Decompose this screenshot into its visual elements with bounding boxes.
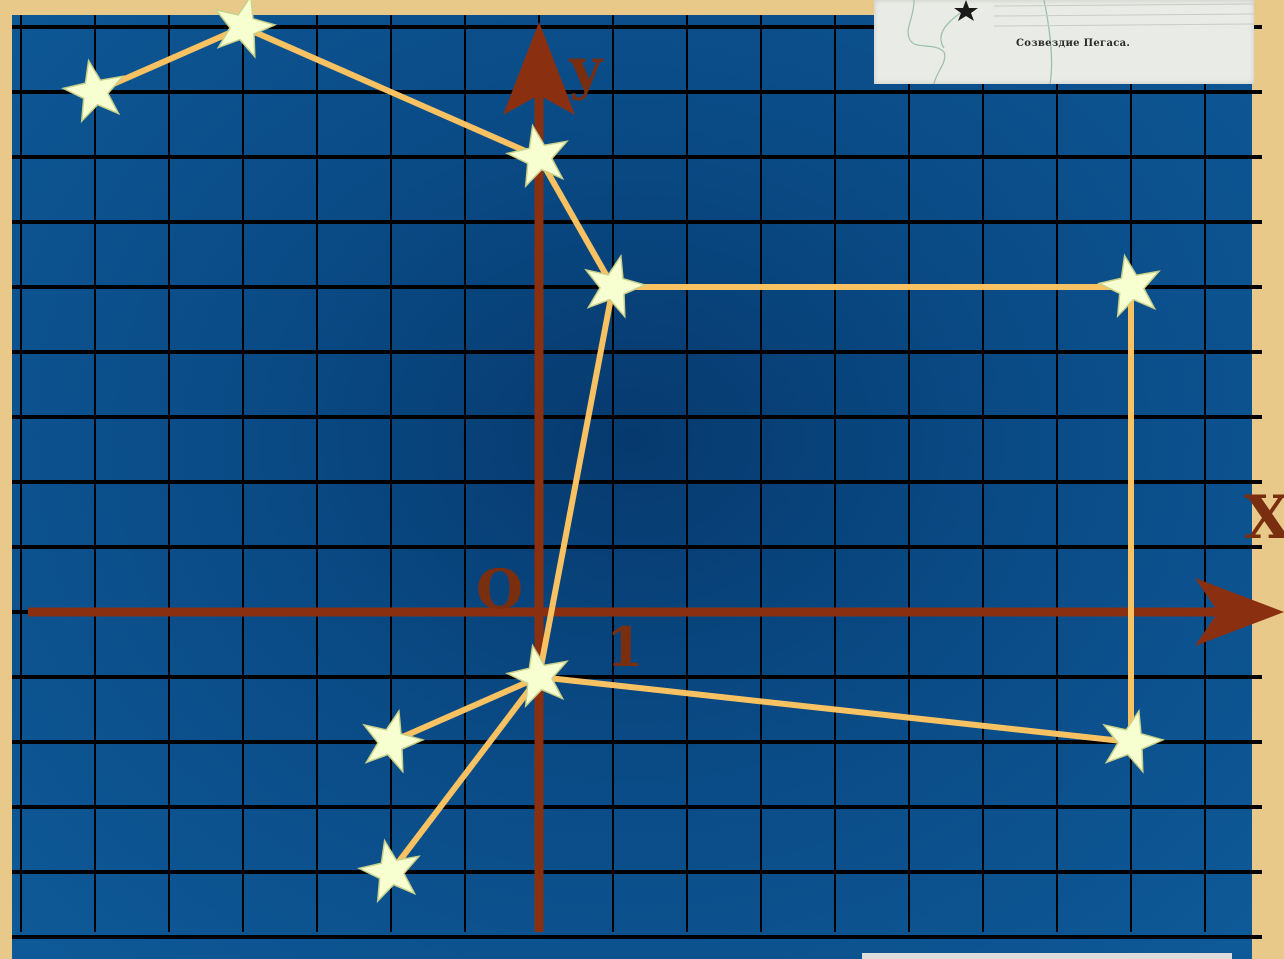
coordinate-board — [12, 15, 1252, 959]
constellation-lines — [92, 24, 1134, 875]
grid-horizontal-lines — [12, 25, 1262, 939]
constellation-line — [536, 674, 1134, 745]
constellation-line — [240, 24, 542, 160]
star-icon — [1096, 253, 1161, 319]
star-icon — [214, 0, 278, 59]
inset-caption: Созвездие Пегаса. — [1016, 38, 1131, 49]
unit-label: 1 — [606, 615, 644, 679]
star-icon — [504, 643, 569, 709]
axes — [28, 22, 1284, 932]
y-axis-label: у — [568, 36, 604, 102]
origin-label: О — [476, 557, 523, 621]
star-icon — [1102, 708, 1166, 774]
constellation-line — [536, 284, 616, 680]
inset-sketch — [907, 0, 1254, 84]
star-icon — [356, 838, 421, 904]
constellation-line — [388, 674, 542, 875]
bottom-panel — [862, 953, 1232, 959]
grid-vertical-lines — [20, 15, 1206, 932]
inset-star-icon — [954, 0, 978, 21]
x-axis-arrowhead — [1195, 578, 1284, 646]
constellation-reference-inset: Созвездие Пегаса. — [874, 0, 1254, 84]
star-icon — [584, 253, 648, 319]
star-icon — [60, 58, 125, 124]
star-icon — [504, 123, 569, 189]
constellation-line — [388, 674, 542, 745]
star-icon — [362, 708, 426, 774]
constellation-line — [536, 154, 616, 290]
x-axis-label: X — [1244, 483, 1284, 553]
constellation-line — [92, 24, 246, 95]
y-axis-arrowhead — [503, 22, 575, 115]
constellation-stars — [60, 0, 1166, 904]
